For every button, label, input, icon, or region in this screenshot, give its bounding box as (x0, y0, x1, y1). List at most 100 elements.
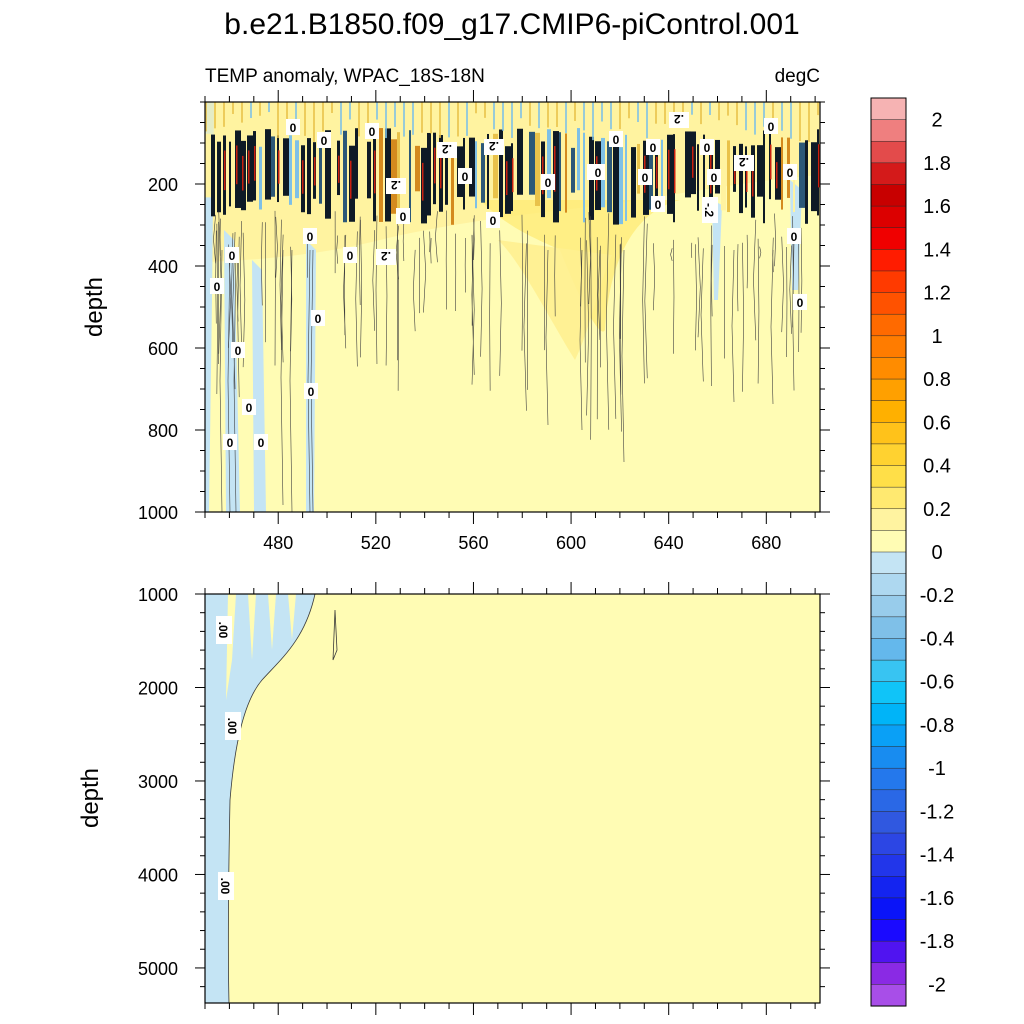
colorbar-swatch (870, 119, 907, 142)
band-warm-core (770, 144, 772, 180)
contour-streak (237, 236, 240, 398)
surface-stripe (214, 102, 216, 129)
contour-streak (746, 234, 748, 289)
band-stripe (289, 135, 292, 205)
surface-stripe (295, 102, 297, 125)
contour-label: 0 (317, 132, 331, 148)
contour-streak (757, 238, 760, 384)
band-stripe (307, 138, 311, 215)
contour-label: 0 (286, 119, 300, 135)
bottom-y-label: depth (77, 768, 104, 828)
surface-stripe (817, 102, 819, 116)
band-warm-core (554, 146, 556, 192)
top-y-axis: 200 400 600 800 1000 (138, 101, 830, 523)
svg-text:0: 0 (797, 296, 804, 310)
top-panel: 00000000000000000000000000000.2.2.2.2.2.… (81, 90, 830, 553)
contour-streak (336, 235, 339, 264)
colorbar-label: -1.4 (920, 845, 954, 867)
colorbar-label: 1 (931, 326, 942, 348)
colorbar-frame (870, 97, 907, 1007)
svg-text:0: 0 (613, 133, 620, 147)
svg-text:-.2: -.2 (702, 203, 716, 217)
band-stripe (739, 143, 743, 214)
svg-text:0: 0 (290, 121, 297, 135)
surface-stripe (322, 102, 324, 132)
band-stripe (355, 128, 358, 199)
colorbar-swatch (870, 811, 907, 834)
contour-streak (375, 215, 378, 365)
colorbar-swatch (870, 162, 907, 186)
band-stripe (517, 128, 523, 195)
contour-label: 0 (311, 310, 325, 326)
colorbar-swatch (870, 638, 907, 661)
svg-text:0: 0 (768, 120, 775, 134)
contour-streak (579, 249, 583, 431)
surface-stripe (709, 102, 711, 115)
contour-streak (753, 219, 757, 341)
colorbar-label: 0.4 (923, 456, 951, 478)
surface-stripe (448, 102, 450, 138)
surface-stripe (664, 102, 666, 124)
contour-streak (280, 249, 284, 506)
band-stripe (619, 147, 623, 225)
surface-stripe (466, 102, 468, 136)
contour-streak (774, 213, 776, 267)
surface-stripe (808, 102, 810, 142)
contour-streak (435, 211, 438, 263)
contour-streak (697, 237, 701, 338)
bottom-x-axis (204, 582, 816, 1015)
contour-streak (700, 248, 704, 382)
svg-text:0: 0 (258, 436, 265, 450)
svg-text:.2: .2 (739, 155, 749, 169)
band-stripe (475, 141, 477, 209)
colorbar-label: -0.8 (920, 715, 954, 737)
surface-stripe (313, 102, 315, 142)
contour-streak (597, 249, 601, 341)
band-stripe (757, 145, 763, 197)
x-tick-label: 600 (556, 533, 586, 553)
surface-stripe (385, 102, 387, 139)
colorbar-swatch (870, 422, 907, 445)
colorbar-label: -1.2 (920, 801, 954, 823)
colorbar-swatch (870, 659, 907, 683)
colorbar-swatch (870, 984, 907, 1007)
band-stripe (331, 131, 335, 193)
band-stripe (427, 132, 431, 216)
y-tick-label: 400 (148, 257, 178, 277)
svg-text:0: 0 (229, 249, 236, 263)
y-tick-label: 800 (148, 421, 178, 441)
surface-stripe (637, 102, 639, 123)
svg-text:0: 0 (321, 134, 328, 148)
colorbar-swatch (870, 227, 907, 250)
contour-streak (279, 219, 282, 350)
colorbar-swatch (870, 205, 907, 229)
surface-stripe (349, 102, 351, 120)
surface-stripe (619, 102, 621, 130)
svg-text:0: 0 (369, 125, 376, 139)
band-stripe (523, 129, 525, 191)
surface-stripe (484, 102, 486, 118)
band-stripe (271, 136, 275, 197)
band-stripe (469, 137, 475, 197)
contour-streak (673, 239, 675, 354)
svg-text:0: 0 (787, 166, 794, 180)
surface-stripe (556, 102, 558, 127)
contour-label: .2 (376, 249, 396, 265)
contour-streak (289, 249, 293, 512)
band-stripe (451, 147, 454, 225)
contour-streak (731, 249, 735, 403)
bottom-frame (204, 593, 821, 1004)
band-warm-core (350, 160, 352, 199)
contour-label: 0 (609, 131, 623, 147)
surface-stripe (520, 102, 522, 119)
colorbar-label: 1.8 (923, 153, 951, 175)
contour-streak (423, 230, 427, 313)
band-stripe (571, 147, 575, 193)
contour-label: .2 (484, 139, 504, 155)
colorbar-swatch (870, 767, 907, 791)
svg-text:0: 0 (347, 249, 354, 263)
band-stripe (625, 134, 627, 221)
colorbar-label: -0.4 (920, 628, 954, 650)
surface-stripe (547, 102, 549, 128)
